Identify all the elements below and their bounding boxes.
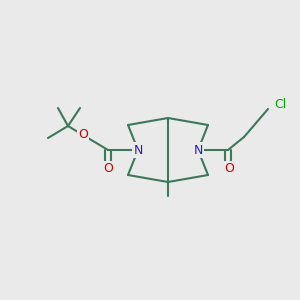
- Text: O: O: [103, 163, 113, 176]
- Text: O: O: [224, 163, 234, 176]
- Text: O: O: [78, 128, 88, 142]
- Text: Cl: Cl: [274, 98, 286, 112]
- Text: N: N: [193, 143, 203, 157]
- Text: N: N: [133, 143, 143, 157]
